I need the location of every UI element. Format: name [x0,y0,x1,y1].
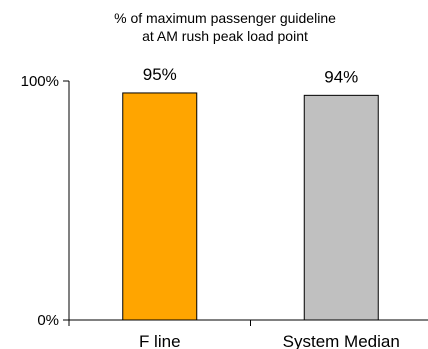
data-labels: 95% 94% [143,65,359,86]
y-tick-label-1: 100% [21,73,59,90]
data-label-0: 95% [143,65,177,84]
bar-1 [303,94,379,321]
x-ticks [68,320,251,326]
bar-0 [122,92,198,321]
category-label-1: System Median [283,332,400,349]
category-labels: F line System Median [139,332,400,349]
chart-title-line-1: % of maximum passenger guideline [114,10,336,26]
chart-title-line-2: at AM rush peak load point [142,28,308,44]
bars [122,92,379,321]
category-label-0: F line [139,332,181,349]
y-tick-label-0: 0% [37,312,59,329]
data-label-1: 94% [324,67,358,86]
y-ticks: 0% 100% [21,73,69,329]
